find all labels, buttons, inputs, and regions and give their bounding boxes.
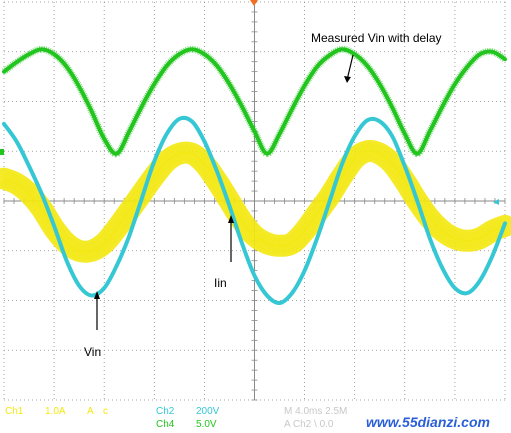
annotation-iin-label: Iin xyxy=(214,276,227,290)
annotation-measured-vin-arrowhead xyxy=(344,76,351,83)
annotation-vin-label: Vin xyxy=(84,345,101,359)
annotation-vin: Vin xyxy=(84,291,101,359)
ch1-unit: A xyxy=(87,406,94,417)
series-vin-line xyxy=(2,115,507,306)
scope-status-bar: Ch1 1.0A A c Ch2 200V Ch4 5.0V M 4.0ms 2… xyxy=(5,406,347,430)
series-measured-vin-with-delay-line xyxy=(2,47,507,156)
ch1-coupling: c xyxy=(103,406,108,417)
timebase-readout: M 4.0ms 2.5M xyxy=(284,406,347,417)
watermark-text: www.55dianzi.com xyxy=(366,414,490,430)
ch2-label: Ch2 xyxy=(156,406,175,417)
ch1-label: Ch1 xyxy=(5,406,24,417)
trigger-readout: A Ch2 \ 0.0 xyxy=(284,419,334,430)
ch4-ground-marker xyxy=(0,149,4,155)
ch4-label: Ch4 xyxy=(156,419,175,430)
trigger-position-marker xyxy=(250,0,258,6)
annotation-vin-arrowhead xyxy=(94,291,100,299)
annotation-iin: Iin xyxy=(214,215,234,290)
ch4-scale: 5.0V xyxy=(196,419,217,430)
annotation-measured-vin-label: Measured Vin with delay xyxy=(311,31,442,45)
ch2-level-marker xyxy=(493,199,499,205)
annotation-measured-vin: Measured Vin with delay xyxy=(311,31,442,83)
ch1-scale: 1.0A xyxy=(45,406,66,417)
annotation-measured-vin-arrow xyxy=(346,54,354,81)
waveform-layer xyxy=(0,45,511,306)
annotation-iin-arrowhead xyxy=(228,215,234,223)
ch2-scale: 200V xyxy=(196,406,220,417)
